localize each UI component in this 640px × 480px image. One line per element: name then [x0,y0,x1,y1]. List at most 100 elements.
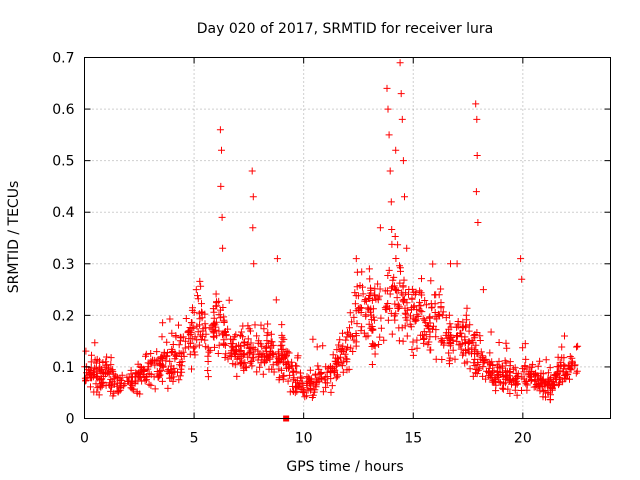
data-point [566,375,573,383]
data-point [219,244,227,252]
data-point [136,363,144,371]
data-point [472,188,480,196]
data-point [289,368,297,376]
y-tick-label: 0.6 [52,102,74,118]
data-point [221,341,229,349]
data-point [286,371,294,379]
data-point [197,335,205,343]
x-tick-label: 15 [404,431,422,447]
data-point [303,392,311,400]
data-point [212,302,220,310]
data-point [147,357,155,365]
data-point [367,286,375,294]
data-point [319,342,327,350]
data-point [285,349,293,357]
data-point [304,386,312,394]
data-point [396,264,404,272]
data-point [392,146,400,154]
data-point [434,310,442,318]
data-point [151,361,159,369]
data-point [449,346,457,354]
data-point [263,351,271,359]
data-point [374,280,382,288]
data-point [437,285,445,293]
data-point [384,316,392,324]
data-point [473,370,481,378]
data-point [544,382,552,390]
data-point [479,356,487,364]
data-point [495,339,503,346]
data-point [316,370,324,378]
data-point [533,372,541,380]
data-point [300,389,308,397]
data-point [110,374,118,382]
data-point [278,331,286,339]
data-point [479,286,487,294]
data-point [475,366,482,374]
data-point [395,304,403,312]
data-point [453,332,461,340]
data-point [400,276,408,284]
data-point [177,365,185,373]
data-point [433,315,441,323]
data-point [225,296,233,304]
data-point [276,357,284,365]
data-point [431,300,439,308]
data-point [176,333,184,341]
data-point [353,268,361,276]
data-point [222,332,230,340]
data-point [546,364,554,372]
data-point [364,332,372,340]
data-point [202,343,210,351]
data-point [227,335,234,343]
data-point [198,300,205,308]
data-point [191,343,199,351]
data-point [279,346,287,354]
data-point [299,379,307,387]
data-point [356,304,364,311]
data-point [544,389,552,397]
data-point [357,327,365,335]
data-point [342,336,350,344]
data-point [392,255,400,262]
data-point [221,328,229,336]
data-point [451,355,459,363]
data-point [351,300,359,308]
data-point [249,193,257,201]
data-point [307,375,315,383]
data-point [567,366,575,374]
data-point [424,341,432,349]
data-point [377,324,385,332]
data-point [399,282,407,290]
data-point [391,316,399,324]
data-point [269,350,277,358]
data-point [255,352,263,360]
data-point [380,336,388,344]
data-point [465,327,473,335]
data-point [87,358,95,366]
data-point [550,380,558,388]
data-point [439,311,447,319]
data-point [446,354,454,362]
data-point [262,347,270,355]
y-tick-label: 0 [66,412,75,428]
data-point [439,308,447,316]
data-point [169,377,177,385]
data-point [235,341,243,349]
data-point [457,345,465,353]
data-point [403,332,411,340]
data-point [402,289,410,297]
data-point [142,352,149,360]
data-point [210,333,218,341]
data-point [506,390,514,397]
data-point [116,376,124,384]
data-point [542,356,550,364]
data-point [253,368,261,376]
data-point [133,370,141,378]
data-point [566,365,574,373]
y-axis: 0 0.1 0.2 0.3 0.4 0.5 0.6 0.7 [52,51,611,428]
data-point [284,377,292,385]
data-point [342,355,350,363]
data-point [446,320,454,328]
data-point [468,344,476,352]
